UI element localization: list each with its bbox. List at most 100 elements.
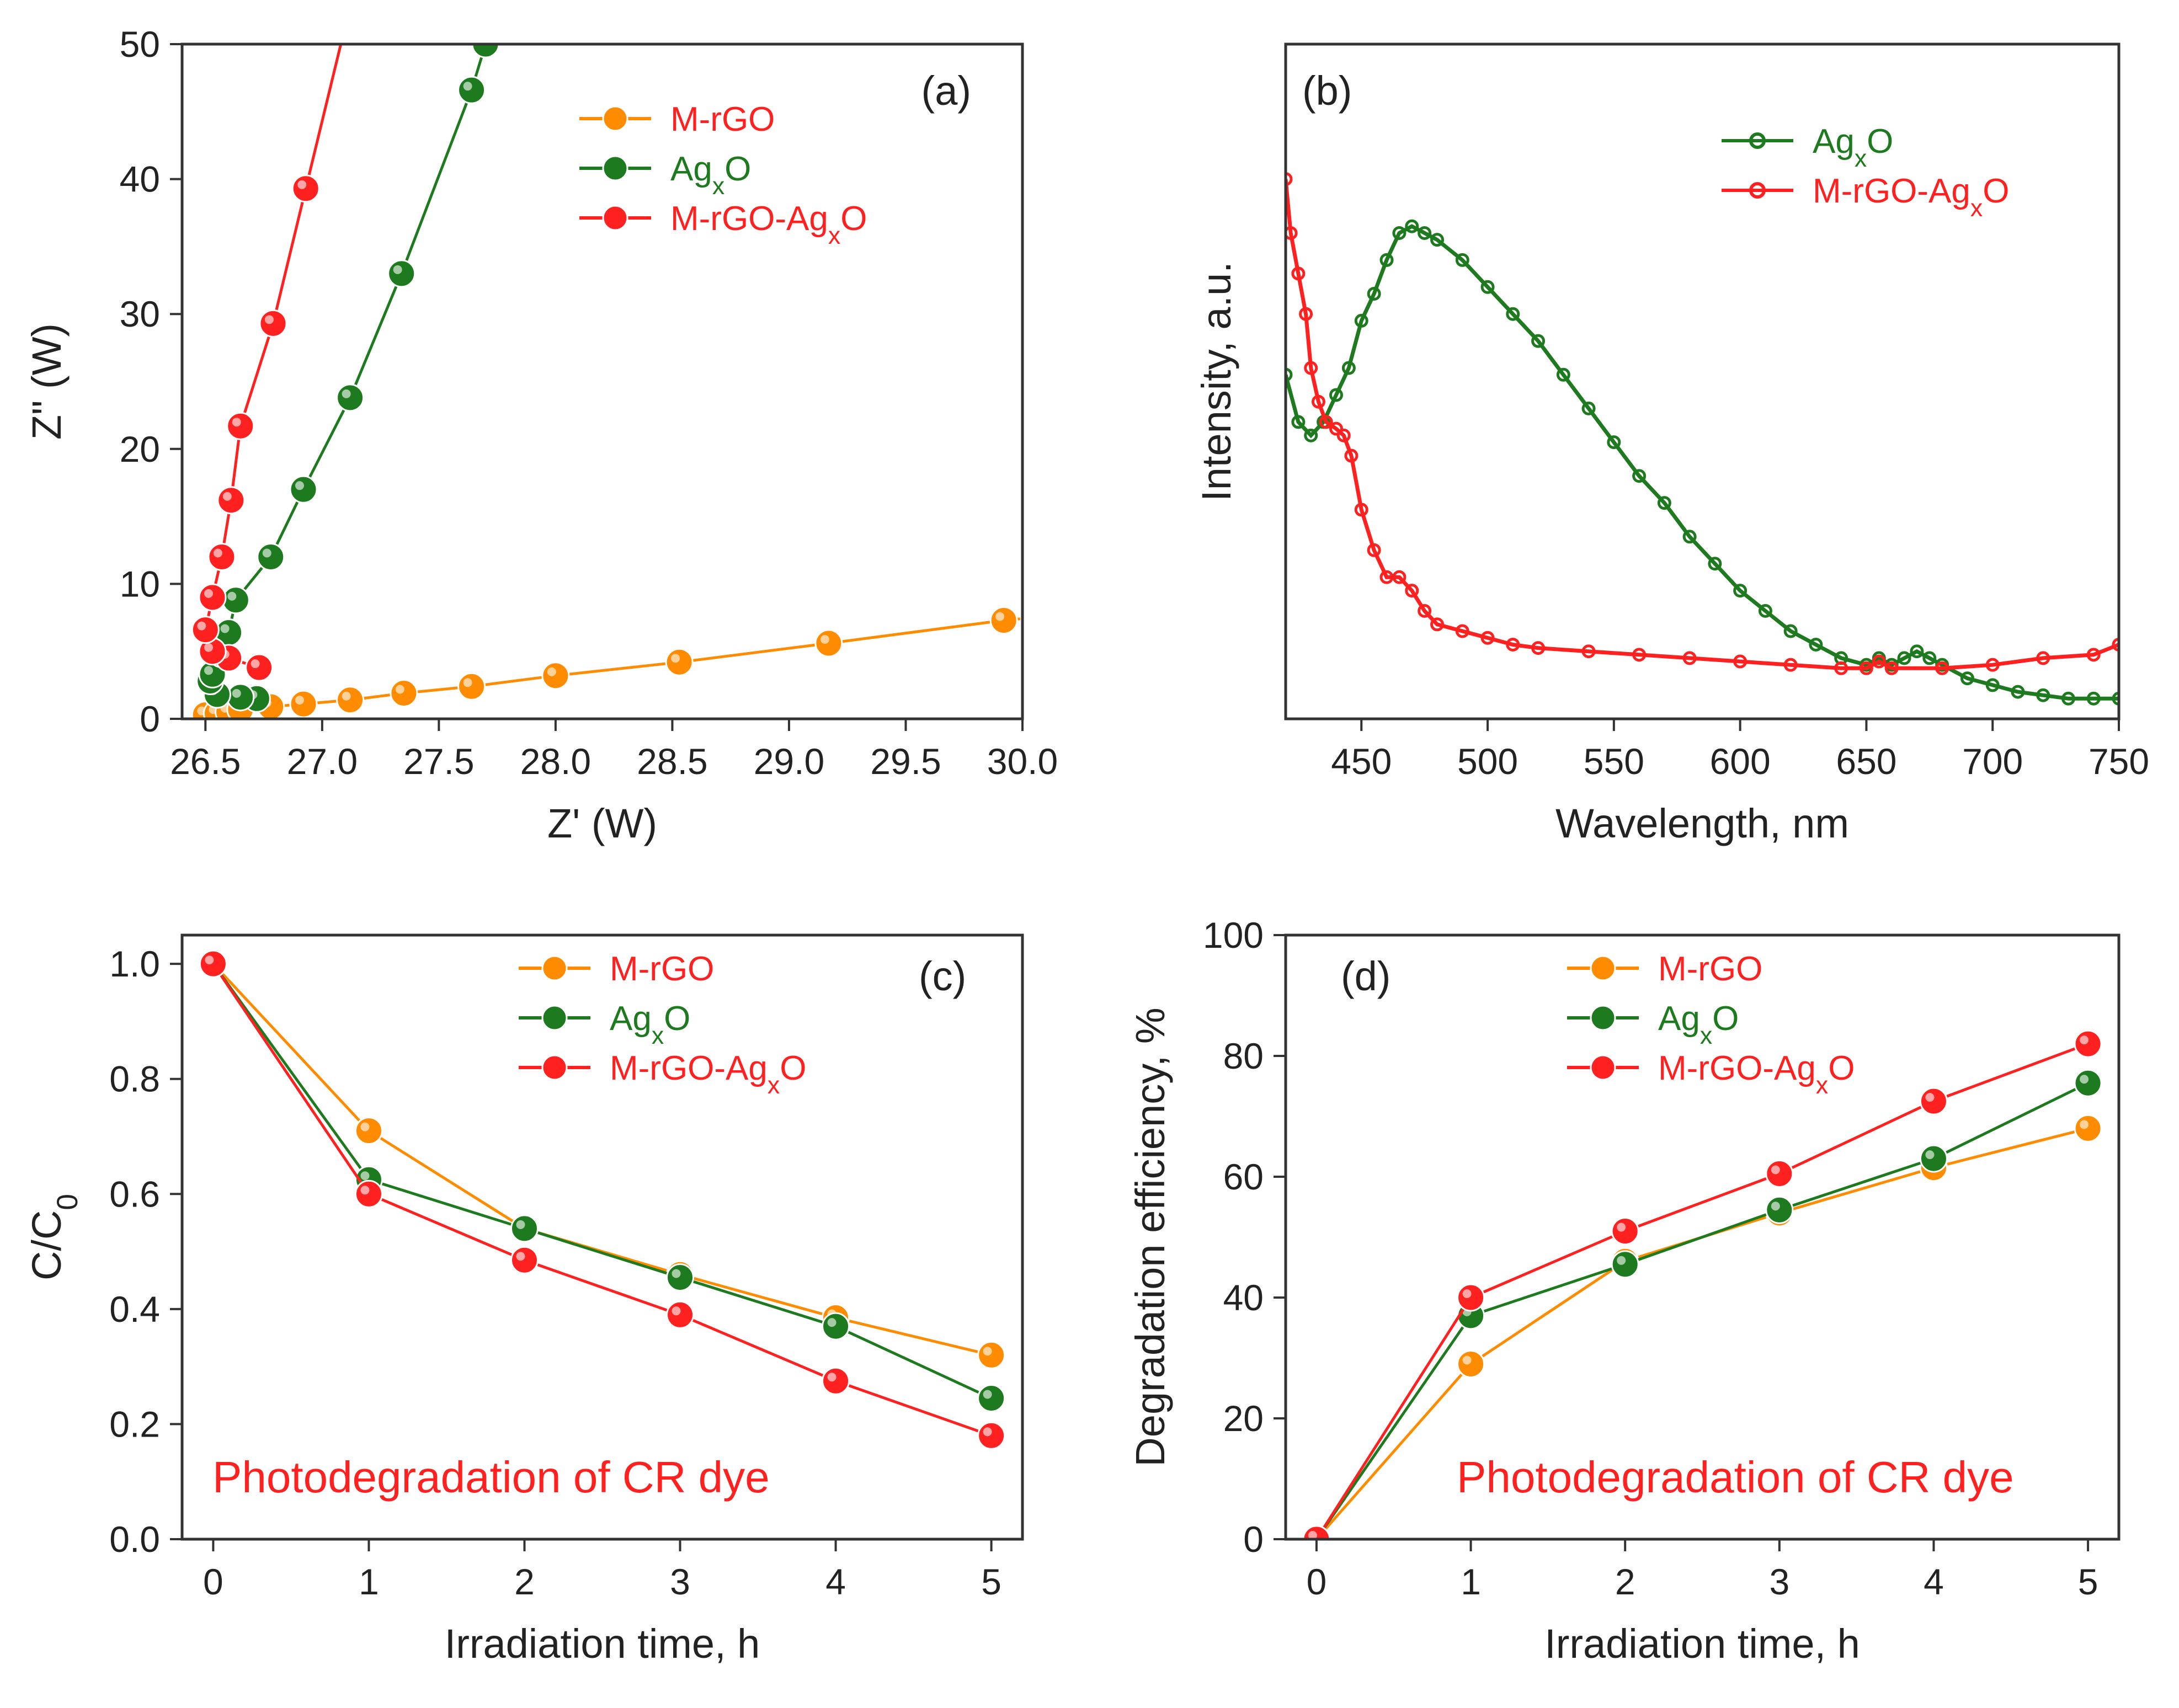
x-tick-label: 1	[1461, 1561, 1481, 1602]
data-point	[1430, 617, 1445, 632]
data-point	[226, 683, 255, 712]
data-point	[822, 1367, 850, 1395]
data-point-highlight	[1308, 1531, 1317, 1539]
legend-marker	[541, 955, 568, 981]
data-point	[1405, 219, 1419, 233]
data-point-highlight	[983, 1427, 992, 1437]
data-point-highlight	[393, 265, 402, 274]
x-axis-label: Irradiation time, h	[445, 1621, 760, 1667]
data-point-highlight	[1617, 1256, 1626, 1265]
legend-label: M-rGO	[610, 950, 714, 988]
data-point	[1919, 1144, 1948, 1173]
data-point-highlight	[295, 696, 304, 705]
data-point	[1657, 496, 1671, 510]
data-point	[1455, 253, 1469, 267]
data-point	[1341, 361, 1356, 375]
data-point	[814, 629, 843, 658]
data-point-highlight	[547, 667, 556, 676]
plot-frame	[1284, 42, 2121, 720]
data-point	[217, 486, 246, 515]
data-point	[198, 583, 227, 612]
x-tick-label: 5	[2078, 1561, 2098, 1602]
data-point	[2074, 1114, 2102, 1143]
data-point-highlight	[516, 1252, 525, 1261]
y-tick-label: 30	[120, 293, 160, 334]
data-point	[471, 44, 500, 58]
data-point	[2086, 691, 2101, 706]
data-point	[1611, 1250, 1639, 1279]
x-tick-label: 2	[514, 1561, 535, 1602]
plot-frame	[180, 42, 1024, 720]
data-point	[1319, 415, 1333, 429]
data-point-highlight	[204, 643, 213, 652]
data-point	[1286, 172, 1293, 186]
plot-frame	[180, 933, 1024, 1541]
y-tick-label: 0.2	[109, 1403, 160, 1444]
x-tick-label: 0	[203, 1561, 223, 1602]
data-point	[977, 1341, 1006, 1369]
data-point	[822, 1312, 850, 1341]
data-point	[387, 259, 416, 288]
data-point	[289, 690, 318, 718]
data-point-highlight	[671, 654, 680, 663]
data-point-highlight	[360, 1122, 370, 1131]
x-tick-label: 29.0	[754, 741, 824, 782]
data-point	[1783, 624, 1798, 638]
data-point-highlight	[232, 418, 241, 427]
data-point	[1531, 641, 1546, 655]
data-point-highlight	[220, 624, 230, 633]
data-point	[510, 1246, 539, 1274]
data-point-highlight	[516, 1220, 525, 1229]
panel-label: (a)	[921, 68, 971, 114]
data-point-highlight	[342, 389, 351, 398]
legend-marker	[541, 1054, 568, 1081]
data-point	[1506, 307, 1520, 321]
x-tick-label: 28.5	[637, 741, 707, 782]
y-axis-label: C/C0	[24, 1194, 84, 1280]
y-tick-label: 0	[1243, 1519, 1264, 1560]
data-point	[1506, 637, 1520, 652]
panel-b: 450 500 550 600 650 700 750 Wavelength, nm Inten…	[1194, 42, 2149, 846]
legend-label: M-rGO	[1658, 950, 1762, 988]
data-point	[1682, 530, 1697, 544]
data-point	[1581, 401, 1596, 415]
series-group	[1286, 172, 2119, 706]
y-tick-label: 20	[120, 429, 160, 469]
data-point	[1299, 307, 1313, 321]
legend-marker	[1749, 132, 1766, 149]
data-point	[1286, 367, 1293, 382]
data-point	[2086, 648, 2101, 662]
data-point	[1809, 637, 1823, 652]
data-point	[977, 1384, 1006, 1412]
y-tick-label: 80	[1223, 1036, 1264, 1076]
data-point	[336, 686, 365, 714]
data-point	[1457, 1349, 1485, 1378]
data-point	[510, 1214, 539, 1243]
x-tick-label: 600	[1710, 741, 1771, 782]
data-point-highlight	[227, 591, 237, 601]
data-point	[1480, 280, 1495, 294]
y-tick-label: 0	[140, 698, 160, 739]
x-tick-label: 27.5	[403, 741, 474, 782]
data-point	[1632, 648, 1647, 662]
panel-c: 0 1 2 3 4 5 0.0 0.2 0.4 0.6 0.8 1.0 Irradiation time…	[24, 933, 1024, 1667]
data-point	[1922, 651, 1937, 665]
data-point-highlight	[297, 180, 307, 189]
annotation: Photodegradation of CR dye	[1457, 1453, 2014, 1502]
data-point	[1367, 543, 1381, 557]
y-axis-label: Z" (W)	[24, 323, 70, 440]
data-point	[1430, 233, 1445, 247]
legend-marker	[1749, 182, 1766, 199]
x-tick-label: 4	[1924, 1561, 1944, 1602]
y-tick-label: 20	[1223, 1398, 1264, 1439]
x-tick-label: 29.5	[870, 741, 941, 782]
data-point-highlight	[1462, 1289, 1472, 1298]
data-point-highlight	[222, 492, 232, 501]
data-point	[199, 949, 227, 978]
data-point	[1286, 226, 1298, 240]
data-point	[259, 309, 287, 338]
data-point-highlight	[1462, 1355, 1472, 1365]
data-point	[1708, 557, 1722, 571]
